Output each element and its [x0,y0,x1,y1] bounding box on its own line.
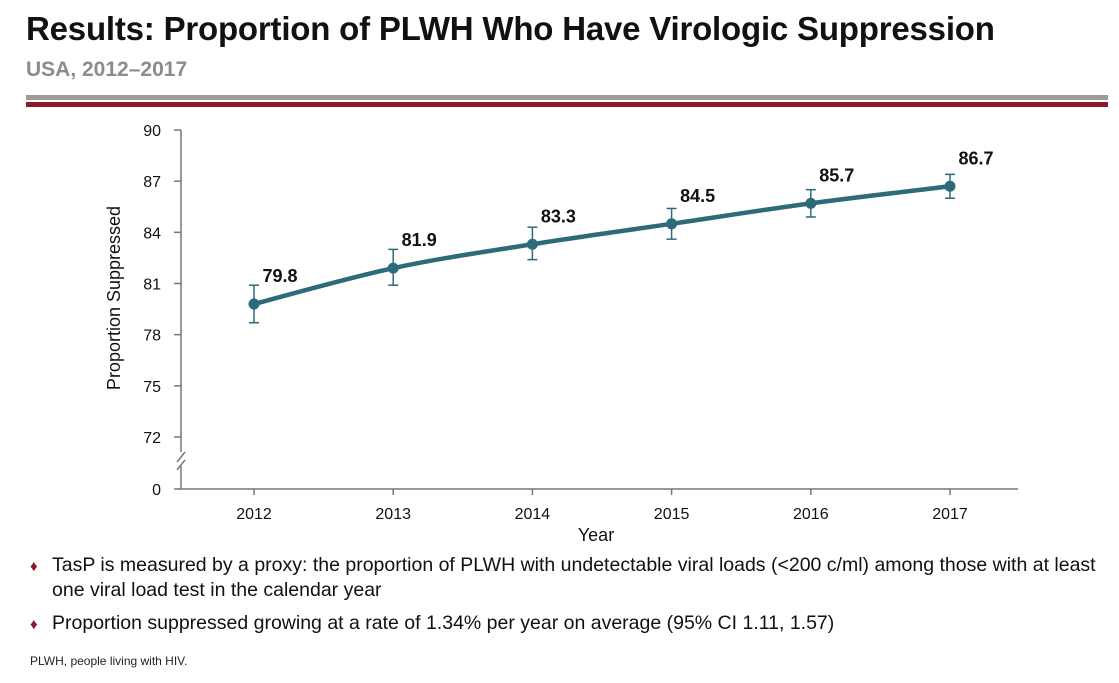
slide-subtitle: USA, 2012–2017 [26,58,188,81]
y-axis-break-mark [176,451,186,463]
bullet-list: ♦ TasP is measured by a proxy: the propo… [30,553,1100,645]
y-axis-label: Proportion Suppressed [104,206,124,390]
data-label: 81.9 [402,230,437,250]
data-point [666,218,678,230]
y-tick-label: 0 [152,482,161,499]
data-labels: 79.8 81.9 83.3 84.5 85.7 86.7 [262,148,993,286]
y-tick-label: 84 [143,225,161,242]
bullet-item: ♦ TasP is measured by a proxy: the propo… [30,553,1100,603]
data-label: 79.8 [262,266,297,286]
data-point [805,197,817,209]
data-label: 85.7 [819,165,854,185]
y-tick-label: 90 [143,123,161,140]
x-tick-label: 2016 [793,506,829,523]
series-line [251,184,953,307]
x-axis-label: Year [578,525,614,545]
x-tick-label: 2017 [932,506,968,523]
x-tick-label: 2013 [375,506,411,523]
series-line-group [251,184,953,307]
y-tick-label: 78 [143,328,161,345]
x-ticks: 2012 2013 2014 2015 2016 2017 [236,489,968,523]
slide-title: Results: Proportion of PLWH Who Have Vir… [26,10,995,47]
data-point [387,262,399,274]
data-points [248,180,956,310]
bullet-text: Proportion suppressed growing at a rate … [52,612,835,634]
footnote: PLWH, people living with HIV. [30,654,188,668]
data-label: 83.3 [541,206,576,226]
data-point [526,238,538,250]
chart-axes [176,130,1018,490]
x-tick-label: 2012 [236,506,272,523]
y-tick-label: 72 [143,430,161,447]
y-ticks: 0 72 75 78 81 84 87 90 [143,123,181,499]
x-tick-label: 2015 [654,506,690,523]
data-label: 86.7 [958,148,993,168]
header-rule-gray [26,95,1108,100]
header-rule-red [26,102,1108,107]
data-point [944,180,956,192]
y-tick-label: 87 [143,174,161,191]
bullet-item: ♦ Proportion suppressed growing at a rat… [30,611,1100,637]
y-tick-label: 75 [143,379,161,396]
data-label: 84.5 [680,186,715,206]
x-tick-label: 2014 [515,506,551,523]
y-tick-label: 81 [143,277,161,294]
y-axis-break-mark [176,459,186,471]
data-point [248,298,260,310]
bullet-text: TasP is measured by a proxy: the proport… [52,554,1096,601]
diamond-bullet-icon: ♦ [30,616,38,633]
diamond-bullet-icon: ♦ [30,558,38,575]
